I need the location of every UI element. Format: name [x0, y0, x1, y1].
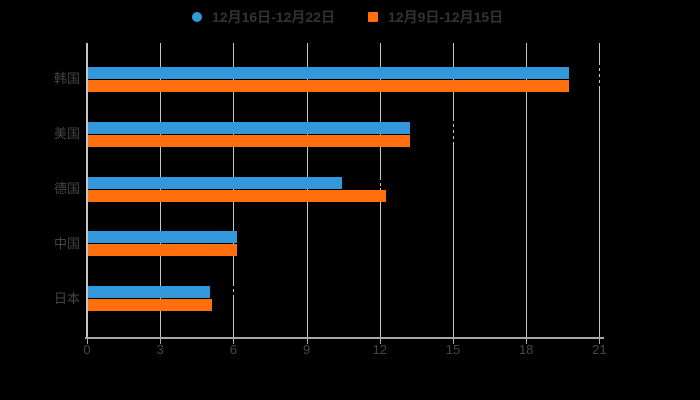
- y-category-label: 美国: [53, 126, 80, 142]
- y-category-label: 德国: [53, 181, 80, 197]
- bar-series2-row3[interactable]: [88, 244, 237, 257]
- gridline-break-artifact: [598, 65, 601, 89]
- gridline-break-artifact: [232, 285, 235, 297]
- bar-series1-row2[interactable]: [88, 176, 342, 189]
- y-axis-line: [86, 43, 88, 337]
- legend-label-series2: 12月9日-12月15日: [388, 9, 504, 25]
- gridline: [453, 43, 454, 337]
- axis-tick: [233, 339, 235, 344]
- legend-item-series2[interactable]: 12月9日-12月15日: [368, 7, 503, 27]
- x-tick-label: 3: [156, 342, 164, 357]
- bar-series2-row1[interactable]: [88, 134, 411, 147]
- axis-tick: [160, 339, 162, 344]
- axis-tick: [526, 339, 528, 344]
- bar-series1-row3[interactable]: [88, 231, 237, 244]
- gridline-break-artifact: [379, 180, 382, 189]
- axis-tick: [599, 339, 601, 344]
- x-tick-label: 0: [83, 342, 91, 357]
- axis-tick: [453, 339, 454, 344]
- bar-series2-row2[interactable]: [88, 189, 386, 202]
- gridline-break-artifact: [452, 121, 455, 143]
- axis-tick: [379, 339, 381, 344]
- axis-tick: [87, 339, 88, 344]
- y-category-label: 韩国: [53, 71, 80, 87]
- bar-series2-row0[interactable]: [88, 79, 569, 92]
- x-tick-label: 15: [445, 342, 461, 357]
- x-tick-label: 12: [372, 342, 388, 357]
- circle-icon: [192, 12, 202, 22]
- gridline: [526, 43, 528, 337]
- y-category-label: 中国: [53, 235, 80, 251]
- x-tick-label: 21: [592, 342, 607, 357]
- x-tick-label: 18: [518, 342, 534, 357]
- axis-tick: [306, 339, 308, 344]
- gridline: [599, 43, 601, 337]
- legend-item-series1[interactable]: 12月16日-12月22日: [192, 7, 335, 27]
- square-icon: [368, 12, 378, 22]
- x-tick-label: 9: [302, 342, 311, 357]
- x-axis-line: [85, 337, 604, 339]
- bar-series1-row1[interactable]: [88, 121, 411, 134]
- bar-series1-row0[interactable]: [88, 66, 569, 79]
- bar-series2-row4[interactable]: [88, 299, 213, 312]
- legend-label-series1: 12月16日-12月22日: [212, 9, 335, 25]
- bar-series1-row4[interactable]: [88, 286, 210, 299]
- x-tick-label: 6: [229, 342, 238, 357]
- y-category-label: 日本: [53, 290, 80, 306]
